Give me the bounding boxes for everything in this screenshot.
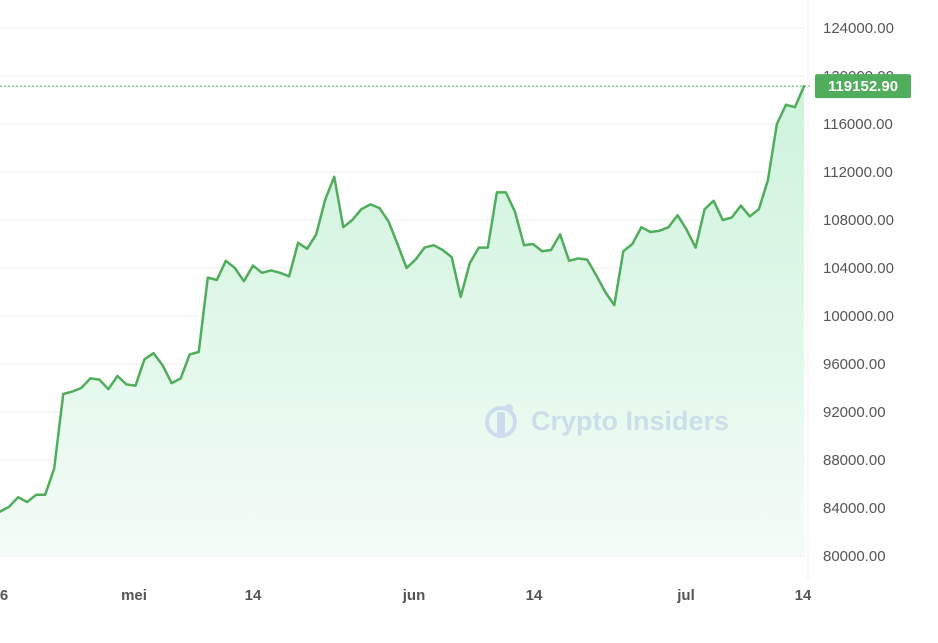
y-tick-label: 88000.00 (823, 452, 886, 469)
y-tick-label: 92000.00 (823, 404, 886, 421)
watermark: Crypto Insiders (485, 404, 729, 438)
watermark-text: Crypto Insiders (531, 406, 729, 436)
current-price-label: 119152.90 (815, 74, 911, 99)
y-tick-label: 108000.00 (823, 212, 894, 229)
x-tick-label: jun (402, 587, 426, 604)
x-axis: 6 mei 14 jun 14 jul 14 (0, 587, 812, 604)
series-line (0, 84, 806, 513)
x-tick-label: jul (676, 587, 695, 604)
current-price-value: 119152.90 (828, 78, 898, 95)
y-tick-label: 124000.00 (823, 20, 894, 37)
crypto-insiders-logo-icon (485, 404, 517, 438)
x-tick-label: 6 (0, 587, 8, 604)
current-price-badge (815, 74, 911, 99)
y-tick-label: 100000.00 (823, 308, 894, 325)
y-tick-label: 112000.00 (823, 164, 893, 181)
y-tick-label: 116000.00 (823, 116, 893, 133)
y-tick-label: 84000.00 (823, 500, 886, 517)
x-tick-label: 14 (795, 587, 812, 604)
area-fill (0, 86, 804, 557)
y-axis: 80000.00 84000.00 88000.00 92000.00 96000.00… (807, 0, 894, 580)
x-tick-label: 14 (245, 587, 262, 604)
series-line-layer (0, 84, 806, 513)
y-tick-label: 80000.00 (823, 548, 886, 565)
x-tick-label: 14 (526, 587, 543, 604)
y-tick-label: 96000.00 (823, 356, 886, 373)
x-tick-label: mei (121, 587, 147, 604)
y-tick-label: 104000.00 (823, 260, 894, 277)
area-fill-layer (0, 86, 804, 557)
